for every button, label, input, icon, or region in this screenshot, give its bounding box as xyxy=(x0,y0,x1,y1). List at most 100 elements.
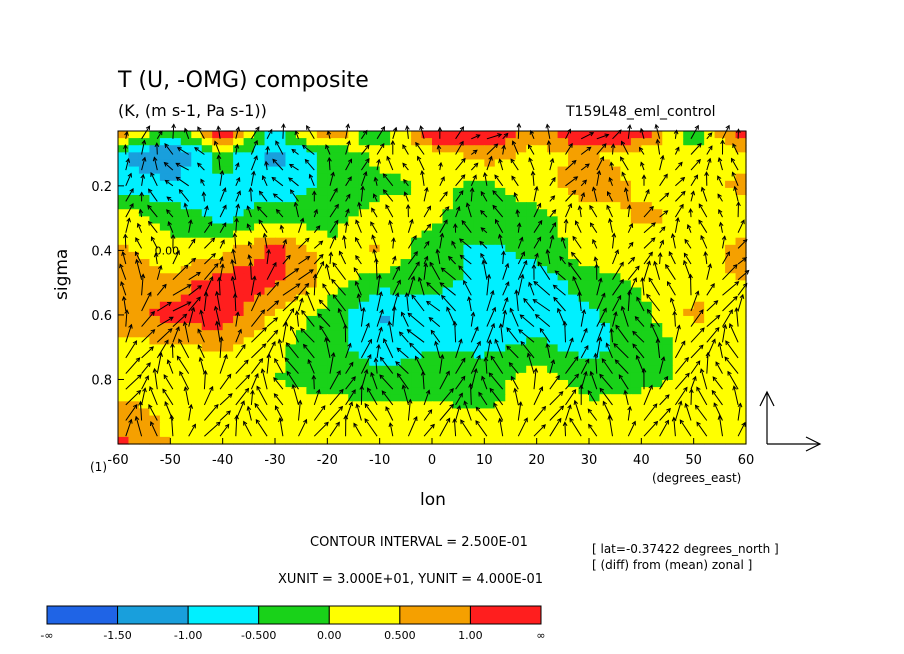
heatmap-cell xyxy=(683,187,695,196)
heatmap-cell xyxy=(505,308,517,317)
heatmap-cell xyxy=(243,138,255,146)
heatmap-cell xyxy=(170,415,182,424)
heatmap-cell xyxy=(484,166,496,175)
heatmap-cell xyxy=(295,230,307,239)
wind-vector xyxy=(219,423,230,437)
heatmap-cell xyxy=(222,323,234,331)
heatmap-cell xyxy=(526,436,538,445)
heatmap-cell xyxy=(337,209,349,217)
heatmap-cell xyxy=(285,237,297,246)
wind-vector xyxy=(570,251,582,265)
heatmap-cell xyxy=(693,429,705,438)
heatmap-cell xyxy=(316,301,328,310)
heatmap-cell xyxy=(379,138,391,146)
heatmap-cell xyxy=(735,379,747,388)
heatmap-cell xyxy=(306,429,318,438)
heatmap-cell xyxy=(421,429,433,438)
heatmap-cell xyxy=(327,280,339,289)
heatmap-cell xyxy=(725,401,737,410)
heatmap-cell xyxy=(693,372,705,381)
heatmap-cell xyxy=(463,223,475,232)
wind-vector xyxy=(371,207,378,218)
heatmap-cell xyxy=(494,429,506,438)
heatmap-cell xyxy=(630,273,642,281)
heatmap-cell xyxy=(254,223,266,232)
heatmap-cell xyxy=(704,244,716,253)
wind-vector xyxy=(345,342,352,359)
heatmap-cell xyxy=(505,237,517,246)
wind-vector xyxy=(272,193,284,202)
wind-vector xyxy=(674,386,688,406)
heatmap-cell xyxy=(589,259,601,267)
heatmap-cell xyxy=(411,379,423,388)
wind-vector xyxy=(459,254,472,265)
heatmap-cell xyxy=(484,394,496,402)
heatmap-cell xyxy=(316,159,328,168)
heatmap-cell xyxy=(704,379,716,388)
heatmap-cell xyxy=(442,223,454,232)
wind-vector xyxy=(732,143,739,155)
heatmap-cell xyxy=(547,251,559,260)
heatmap-cell xyxy=(275,209,287,217)
heatmap-cell xyxy=(285,294,297,303)
heatmap-cell xyxy=(201,323,213,331)
wind-vector xyxy=(149,385,158,406)
wind-vector xyxy=(679,419,692,437)
heatmap-cell xyxy=(316,315,328,324)
heatmap-cell xyxy=(264,273,276,281)
wind-vector xyxy=(345,389,356,406)
heatmap-cell xyxy=(473,266,485,274)
heatmap-cell xyxy=(725,202,737,210)
heatmap-cell xyxy=(641,330,653,338)
wind-vector xyxy=(353,267,362,280)
heatmap-cell xyxy=(369,351,381,360)
wind-vector xyxy=(125,357,141,374)
wind-vector xyxy=(497,233,504,249)
heatmap-cell xyxy=(704,230,716,239)
wind-vector xyxy=(156,264,163,280)
heatmap-cell xyxy=(463,337,475,346)
wind-vector xyxy=(216,125,222,139)
wind-vector xyxy=(376,158,381,171)
heatmap-cell xyxy=(306,408,318,417)
heatmap-cell xyxy=(735,330,747,338)
heatmap-cell xyxy=(662,166,674,175)
heatmap-cell xyxy=(505,145,517,153)
wind-vector xyxy=(627,265,640,281)
heatmap-cell xyxy=(149,337,161,346)
wind-vector xyxy=(562,320,568,343)
wind-vector xyxy=(481,375,488,390)
heatmap-cell xyxy=(390,223,402,232)
heatmap-cell xyxy=(159,266,171,274)
wind-vector xyxy=(430,329,441,343)
wind-vector xyxy=(147,188,158,202)
wind-vector xyxy=(690,344,704,359)
heatmap-cell xyxy=(568,280,580,289)
heatmap-cell xyxy=(306,152,318,161)
heatmap-cell xyxy=(651,372,663,381)
wind-vector xyxy=(589,222,598,233)
wind-vector xyxy=(480,252,488,265)
heatmap-cell xyxy=(191,251,203,260)
heatmap-cell xyxy=(222,237,234,246)
heatmap-cell xyxy=(390,209,402,217)
x-tick-label: 10 xyxy=(476,453,493,468)
wind-vector xyxy=(482,171,488,186)
heatmap-cell xyxy=(557,131,569,139)
heatmap-cell xyxy=(390,131,402,139)
heatmap-cell xyxy=(348,308,360,317)
heatmap-cell xyxy=(138,287,150,296)
heatmap-cell xyxy=(452,308,464,317)
heatmap-cell xyxy=(358,230,370,239)
heatmap-cell xyxy=(599,195,611,203)
heatmap-cell xyxy=(254,401,266,410)
heatmap-cell xyxy=(358,436,370,445)
heatmap-cell xyxy=(285,358,297,367)
heatmap-cell xyxy=(390,145,402,153)
heatmap-cell xyxy=(641,323,653,331)
heatmap-cell xyxy=(568,131,580,139)
heatmap-cell xyxy=(233,209,245,217)
heatmap-cell xyxy=(201,230,213,239)
heatmap-cell xyxy=(159,323,171,331)
wind-vector xyxy=(230,258,237,280)
